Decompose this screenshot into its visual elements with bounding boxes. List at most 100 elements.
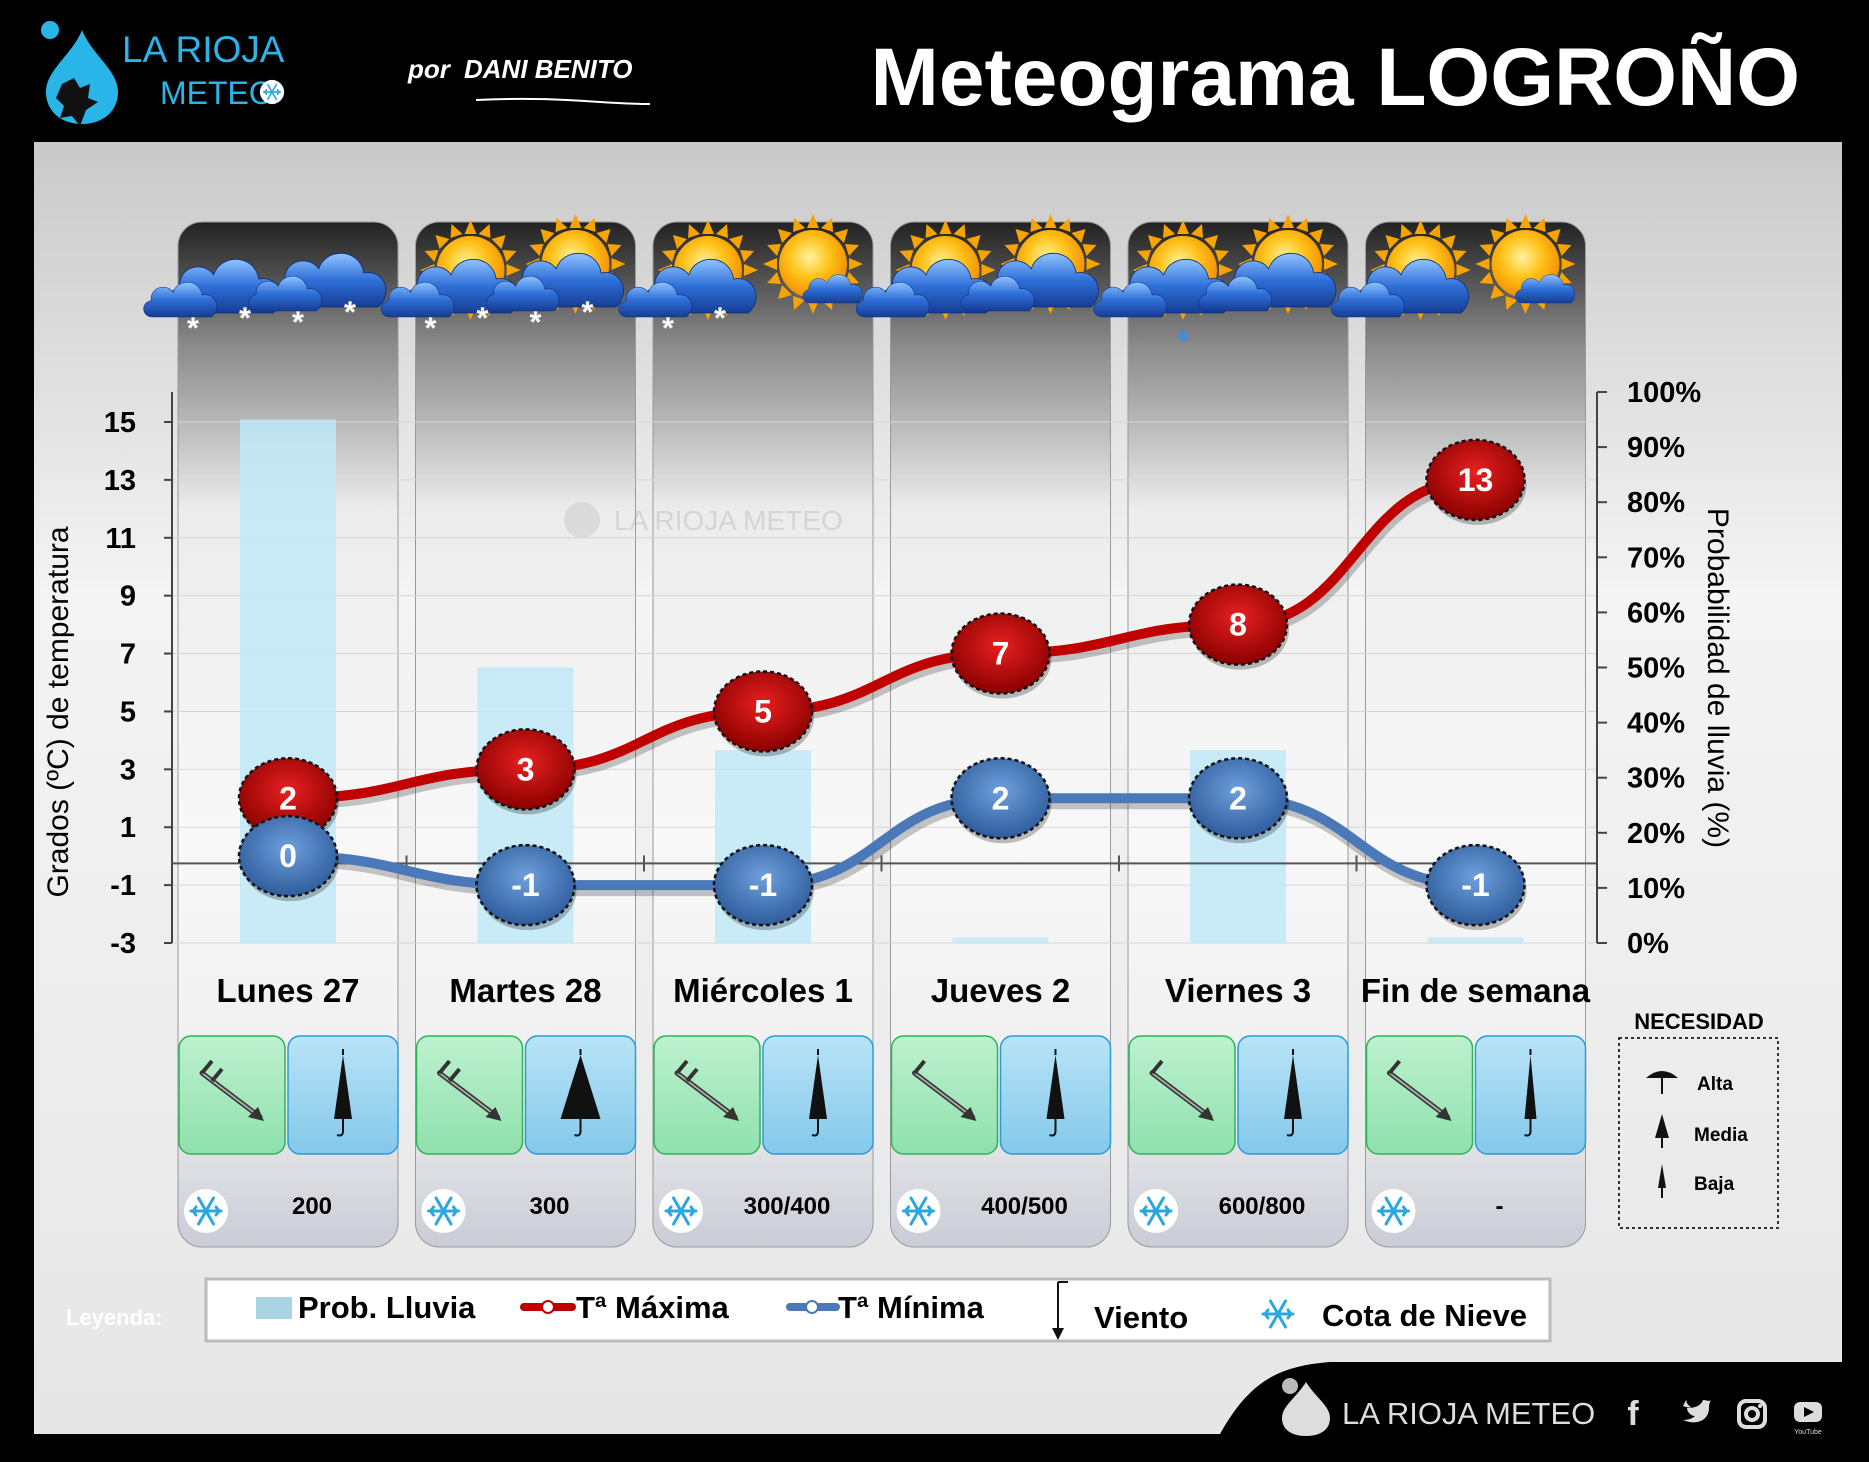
legend-cota: Cota de Nieve <box>1322 1298 1527 1333</box>
min-temp-point <box>1187 757 1289 840</box>
y-right-tick-label: 70% <box>1627 542 1685 574</box>
facebook-icon[interactable]: f <box>1627 1395 1639 1433</box>
wind-arrow-icon <box>199 1059 264 1121</box>
cota-snowflake-icon <box>1370 1187 1417 1235</box>
wind-arrow-icon <box>1387 1059 1452 1121</box>
umbrella-baja-icon <box>1658 1164 1666 1198</box>
sun-cloud-snow-icon: * * <box>485 214 626 339</box>
brand-logo: LA RIOJA METEO <box>41 21 285 126</box>
max-temp-point <box>1425 438 1526 522</box>
day-label: Fin de semana <box>1361 972 1591 1009</box>
wind-arrow-icon <box>912 1059 977 1121</box>
cota-value: 200 <box>292 1193 332 1220</box>
cota-value: - <box>1496 1193 1504 1220</box>
legend-rain-swatch <box>256 1297 292 1319</box>
cota-snowflake-icon <box>420 1187 467 1235</box>
youtube-label: YouTube <box>1794 1429 1822 1436</box>
max-temp-point <box>237 757 339 840</box>
min-temp-point <box>950 757 1051 840</box>
sun-cloud-rain-icon <box>1093 220 1233 342</box>
svg-text:*: * <box>344 296 356 329</box>
y-right-tick-label: 80% <box>1627 487 1685 519</box>
y-left-tick-label: 13 <box>104 465 136 497</box>
legend-wind-arrow-icon <box>1052 1281 1068 1340</box>
cloud-snow-icon: * * <box>143 258 282 345</box>
day-label: Martes 28 <box>449 972 601 1009</box>
y-left-tick-label: 9 <box>120 581 136 613</box>
watermark-text: LA RIOJA METEO <box>614 505 843 536</box>
wind-arrow-icon <box>437 1059 502 1121</box>
necesidad-alta: Alta <box>1697 1074 1733 1095</box>
author-signature-stroke <box>475 97 651 105</box>
y-left-axis-title: Grados (ºC) de temperatura <box>42 526 75 897</box>
min-temp-label: -1 <box>511 867 539 903</box>
svg-text:*: * <box>239 302 251 335</box>
y-right-tick-label: 30% <box>1627 763 1685 795</box>
min-temp-point <box>712 843 814 927</box>
svg-text:*: * <box>292 306 304 339</box>
author-name: DANI BENITO <box>464 54 633 84</box>
watermark: LA RIOJA METEO <box>564 502 843 538</box>
y-right-tick-label: 0% <box>1627 928 1669 960</box>
y-left-tick-label: 7 <box>120 639 136 671</box>
umbrella-baja-icon <box>1524 1049 1537 1137</box>
y-left-tick-label: 1 <box>120 812 136 844</box>
max-temp-label: 3 <box>517 751 535 787</box>
y-left-tick-label: 11 <box>105 523 136 555</box>
y-right-tick-label: 10% <box>1627 873 1685 905</box>
cota-snowflake-icon <box>182 1187 230 1235</box>
max-temp-point <box>475 728 576 811</box>
max-temp-label: 2 <box>279 780 297 816</box>
svg-text:*: * <box>582 296 594 329</box>
legend-rain: Prob. Lluvia <box>298 1290 476 1325</box>
page-title: Meteograma LOGROÑO <box>871 32 1800 123</box>
legend-label: Leyenda: <box>66 1305 163 1330</box>
max-temp-label: 5 <box>754 693 772 729</box>
max-temp-label: 8 <box>1229 607 1247 643</box>
svg-text:*: * <box>530 306 542 339</box>
y-left-tick-label: 3 <box>120 754 136 786</box>
cota-value: 600/800 <box>1219 1193 1306 1220</box>
max-temp-point <box>712 670 814 753</box>
brand-line2: METEO <box>160 75 274 111</box>
min-temp-label: 2 <box>1229 780 1247 816</box>
bottom-legend: Leyenda: Prob. Lluvia Tª Máxima Tª Mínim… <box>66 1277 1552 1343</box>
y-right-tick-label: 40% <box>1627 708 1685 740</box>
max-temp-point <box>950 612 1051 695</box>
twitter-icon[interactable] <box>1683 1398 1711 1423</box>
min-temp-label: 2 <box>992 780 1010 816</box>
y-left-tick-label: 15 <box>104 407 136 439</box>
y-left-tick-label: -3 <box>110 928 136 960</box>
umbrella-media-icon <box>334 1049 352 1137</box>
legend-max: Tª Máxima <box>576 1290 730 1325</box>
day-label: Jueves 2 <box>931 972 1070 1009</box>
instagram-icon[interactable] <box>1737 1399 1767 1429</box>
max-temp-point <box>1187 583 1289 666</box>
svg-text:*: * <box>662 312 674 345</box>
y-right-tick-label: 60% <box>1627 597 1685 629</box>
legend-max-swatch <box>520 1300 576 1314</box>
max-temp-label: 7 <box>992 636 1010 672</box>
y-right-tick-label: 50% <box>1627 653 1685 685</box>
wind-arrow-icon <box>674 1059 739 1121</box>
min-temp-label: 0 <box>279 838 297 874</box>
rain-bar <box>952 937 1049 943</box>
necesidad-legend: NECESIDAD Alta Media Baja <box>1618 1009 1779 1229</box>
min-temp-point <box>1425 843 1526 927</box>
umbrella-media-icon <box>809 1049 827 1137</box>
day-column <box>1365 221 1586 1248</box>
y-left-tick-label: 5 <box>120 696 136 728</box>
day-label: Lunes 27 <box>216 972 359 1009</box>
cloud-snow-icon: * * <box>248 252 387 339</box>
footer-brand: LA RIOJA METEO <box>1342 1396 1595 1431</box>
umbrella-media-icon <box>1046 1049 1065 1137</box>
day-label: Viernes 3 <box>1165 972 1311 1009</box>
rain-bar <box>1427 937 1524 943</box>
youtube-icon[interactable]: YouTube <box>1794 1402 1822 1436</box>
cota-snowflake-icon <box>1132 1187 1180 1235</box>
necesidad-baja: Baja <box>1694 1174 1735 1195</box>
legend-wind: Viento <box>1094 1300 1188 1335</box>
min-temp-label: -1 <box>1461 867 1489 903</box>
y-left-tick-label: -1 <box>110 870 136 902</box>
